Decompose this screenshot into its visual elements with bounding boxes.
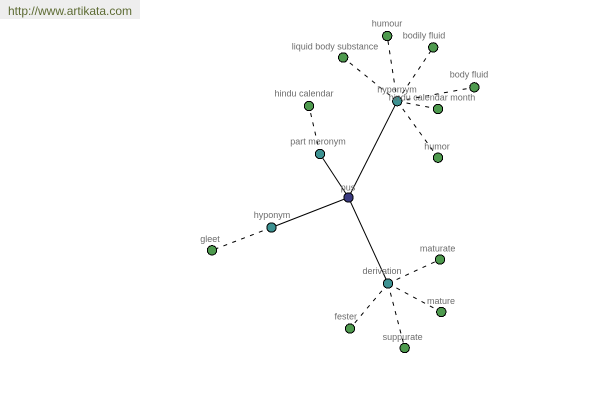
svg-text:humor: humor <box>424 142 450 152</box>
svg-text:hindu calendar: hindu calendar <box>274 89 333 99</box>
svg-text:hyponym: hyponym <box>254 210 291 220</box>
svg-text:derivation: derivation <box>362 266 401 276</box>
svg-text:maturate: maturate <box>420 244 456 254</box>
svg-text:hypernym: hypernym <box>377 85 417 95</box>
svg-text:pus: pus <box>341 183 356 193</box>
svg-text:suppurate: suppurate <box>383 332 423 342</box>
svg-text:http://www.artikata.com: http://www.artikata.com <box>8 4 132 18</box>
svg-text:fester: fester <box>335 312 358 322</box>
svg-text:hindu calendar month: hindu calendar month <box>389 93 476 103</box>
svg-text:body fluid: body fluid <box>450 70 489 80</box>
svg-text:bodily fluid: bodily fluid <box>403 31 446 41</box>
svg-text:part meronym: part meronym <box>290 137 346 147</box>
svg-text:mature: mature <box>427 296 455 306</box>
svg-text:humour: humour <box>372 19 403 29</box>
svg-text:gleet: gleet <box>200 234 220 244</box>
svg-text:liquid body substance: liquid body substance <box>292 42 379 52</box>
